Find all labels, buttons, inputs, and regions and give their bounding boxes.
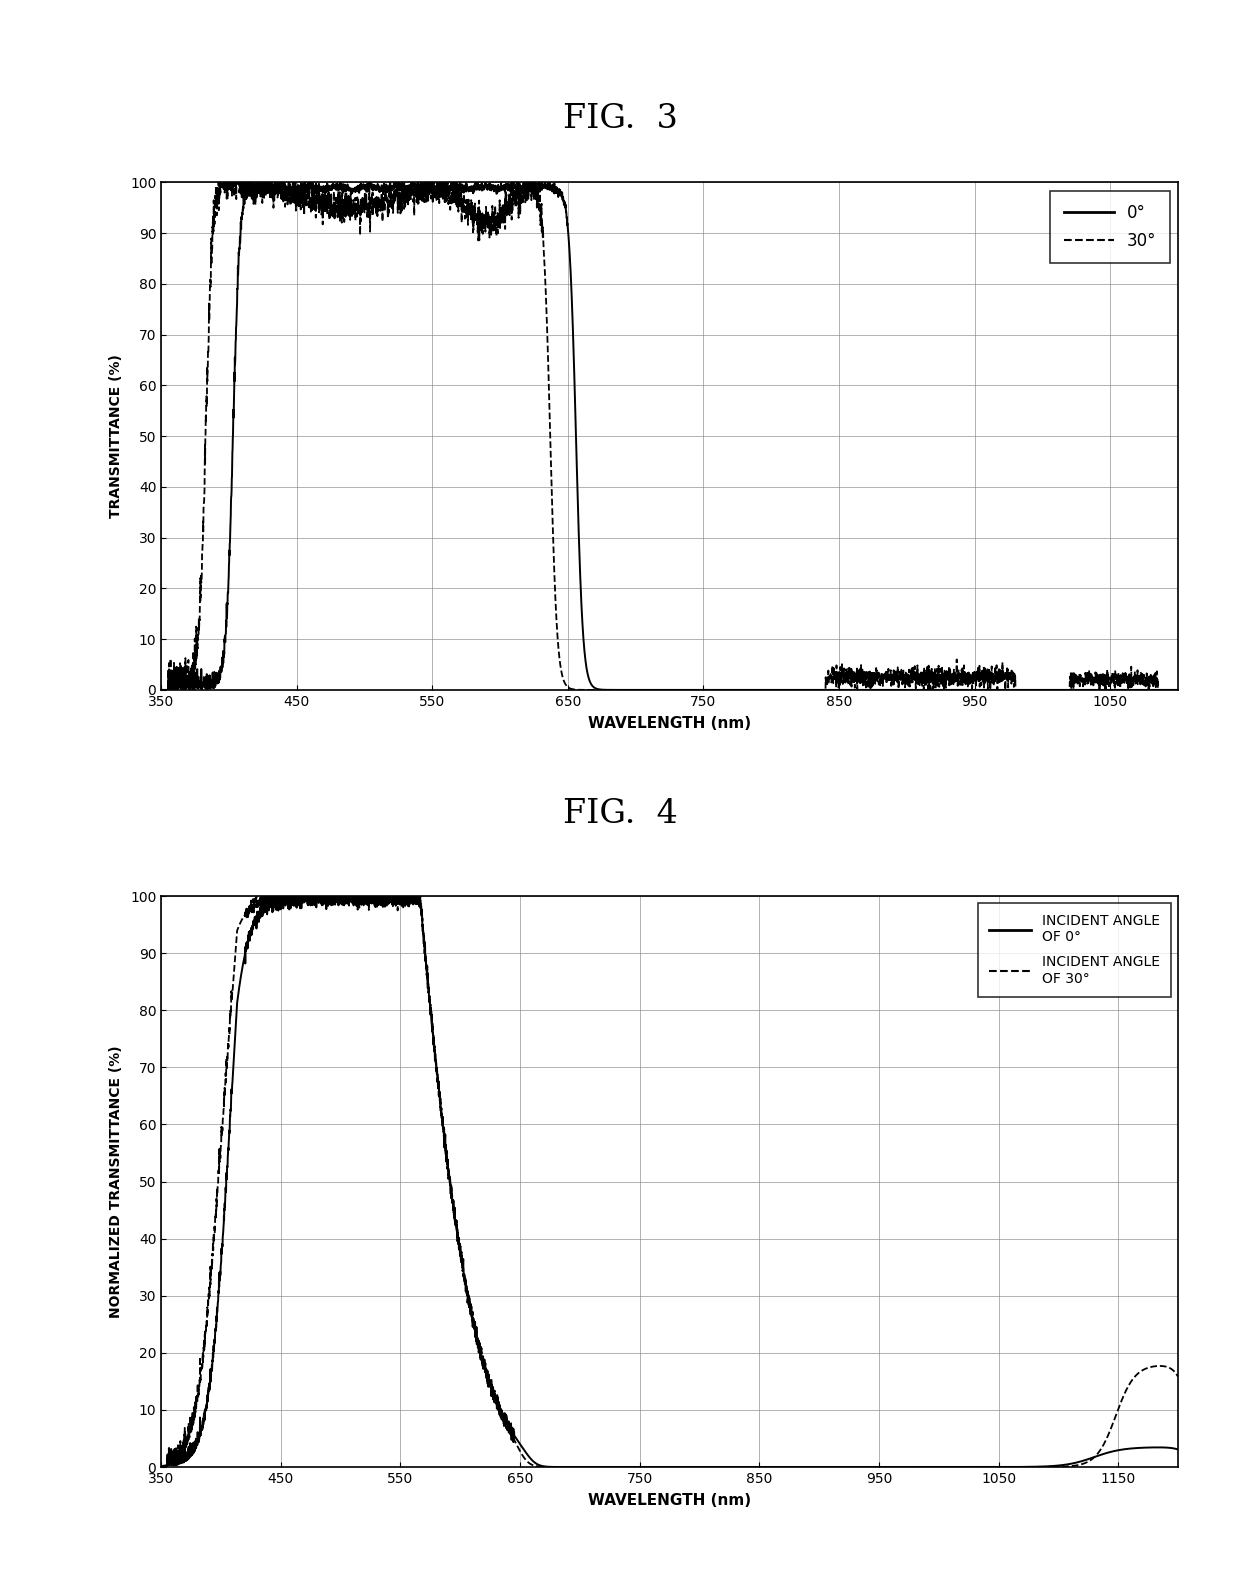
Y-axis label: TRANSMITTANCE (%): TRANSMITTANCE (%) — [109, 354, 123, 519]
Legend: 0°, 30°: 0°, 30° — [1050, 190, 1169, 263]
Text: FIG.  3: FIG. 3 — [563, 103, 677, 135]
Legend: INCIDENT ANGLE
OF 0°, INCIDENT ANGLE
OF 30°: INCIDENT ANGLE OF 0°, INCIDENT ANGLE OF … — [978, 902, 1171, 996]
X-axis label: WAVELENGTH (nm): WAVELENGTH (nm) — [588, 1492, 751, 1508]
X-axis label: WAVELENGTH (nm): WAVELENGTH (nm) — [588, 715, 751, 731]
Text: FIG.  4: FIG. 4 — [563, 798, 677, 829]
Y-axis label: NORMALIZED TRANSMITTANCE (%): NORMALIZED TRANSMITTANCE (%) — [109, 1045, 123, 1318]
